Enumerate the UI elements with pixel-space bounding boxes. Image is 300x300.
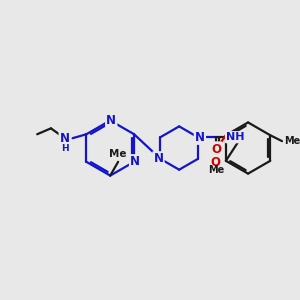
Text: Me: Me [208, 165, 224, 175]
Text: N: N [130, 155, 140, 168]
Text: N: N [106, 114, 116, 127]
Text: Me: Me [284, 136, 300, 146]
Text: O: O [211, 142, 221, 155]
Text: N: N [195, 131, 205, 144]
Text: H: H [61, 143, 68, 152]
Text: O: O [211, 156, 220, 169]
Text: N: N [153, 152, 164, 165]
Text: N: N [60, 132, 70, 145]
Text: Me: Me [110, 149, 127, 159]
Text: NH: NH [226, 132, 244, 142]
